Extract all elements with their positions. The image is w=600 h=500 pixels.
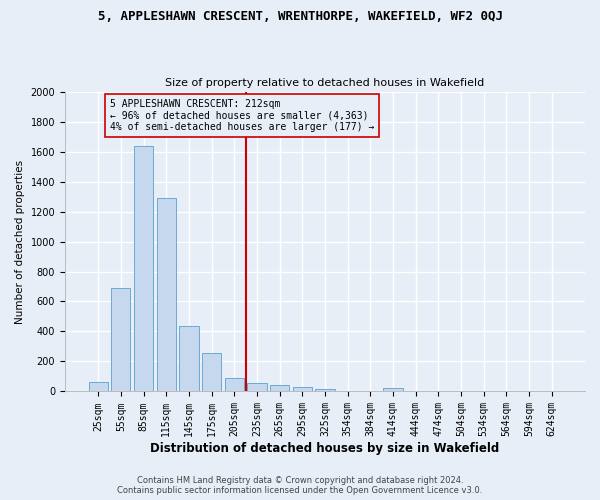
Bar [270, 386, 289, 392]
Title: Size of property relative to detached houses in Wakefield: Size of property relative to detached ho… [166, 78, 485, 88]
Text: Contains HM Land Registry data © Crown copyright and database right 2024.
Contai: Contains HM Land Registry data © Crown c… [118, 476, 482, 495]
Bar [316, 389, 335, 392]
Text: 5, APPLESHAWN CRESCENT, WRENTHORPE, WAKEFIELD, WF2 0QJ: 5, APPLESHAWN CRESCENT, WRENTHORPE, WAKE… [97, 10, 503, 23]
Bar [202, 353, 221, 392]
Bar [157, 198, 176, 392]
Bar [89, 382, 108, 392]
Y-axis label: Number of detached properties: Number of detached properties [15, 160, 25, 324]
Bar [247, 383, 266, 392]
Text: 5 APPLESHAWN CRESCENT: 212sqm
← 96% of detached houses are smaller (4,363)
4% of: 5 APPLESHAWN CRESCENT: 212sqm ← 96% of d… [110, 99, 374, 132]
Bar [224, 378, 244, 392]
Bar [293, 387, 312, 392]
Bar [111, 288, 130, 392]
Bar [179, 326, 199, 392]
Bar [134, 146, 153, 392]
X-axis label: Distribution of detached houses by size in Wakefield: Distribution of detached houses by size … [151, 442, 500, 455]
Bar [383, 388, 403, 392]
